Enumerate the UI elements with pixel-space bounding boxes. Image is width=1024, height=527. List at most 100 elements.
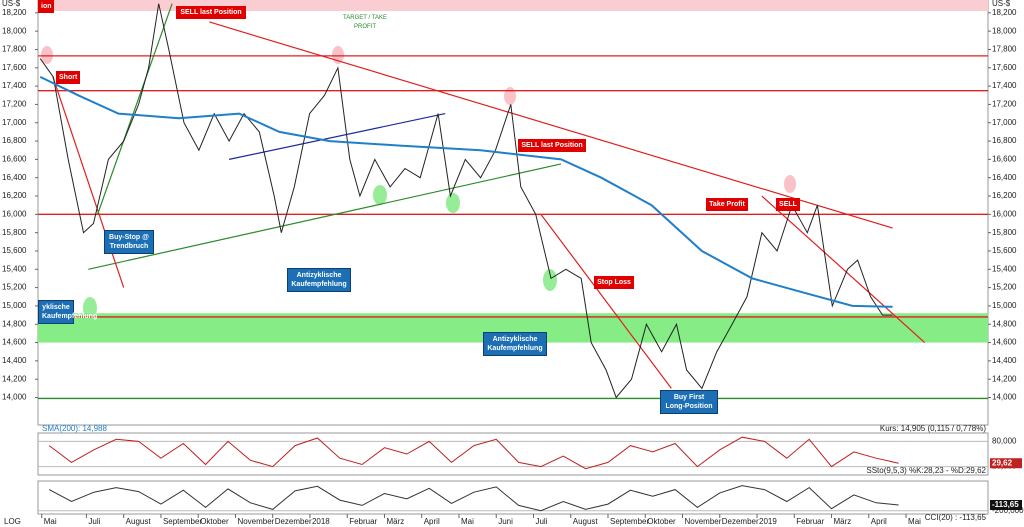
y-tick-label: 14,000 [992,393,1017,402]
y-tick-label: 80,000 [992,437,1017,446]
zone [38,0,988,11]
stoch-frame [37,432,989,476]
annotation: Short [56,71,80,84]
y-tick-label: 16,600 [2,154,27,163]
y-tick-label: 18,000 [2,26,27,35]
x-tick-label: Februar [349,517,377,526]
annotation: Stop Loss [594,276,634,289]
x-tick-label: Dezember [722,517,759,526]
y-tick-label: 14,600 [992,338,1017,347]
y-unit-right: US-$ [992,0,1011,8]
x-tick-label: Mai [44,517,57,526]
annotation: Antizyklische Kaufempfehlung [483,332,547,356]
last-tag [990,500,1022,511]
last-tag [990,458,1022,469]
x-tick-label: Oktober [647,517,676,526]
x-tick-label: Juni [498,517,513,526]
y-tick-label: 14,200 [2,374,27,383]
x-tick-label: Februar [796,517,824,526]
y-tick-label: 17,200 [2,100,27,109]
y-tick-label: 15,000 [2,301,27,310]
trend-line [52,76,125,288]
annotation: TARGET / TAKE PROFIT [343,15,387,30]
sma-legend: SMA(200): 14,988 [42,424,107,433]
y-tick-label: 18,000 [992,26,1017,35]
y-tick-label: 15,600 [992,246,1017,255]
x-tick-label: August [573,517,599,526]
y-tick-label: 15,400 [2,264,27,273]
x-tick-label: 2019 [759,517,777,526]
y-tick-label: -200,000 [992,506,1024,515]
y-tick-label: 17,600 [2,63,27,72]
x-tick-label: März [386,517,404,526]
cci-title: CCI(20) : -113,65 [925,513,987,522]
stoch-title: SSto(9,5,3) %K:28,23 - %D:29,62 [866,466,986,475]
y-unit-left: US-$ [2,0,21,8]
trend-line [540,213,672,389]
trend-line [209,21,893,229]
y-tick-label: 14,400 [992,356,1017,365]
annotation: SELL last Position [176,6,246,19]
annotation: Buy First Long-Position [660,390,718,414]
main-frame [37,0,989,426]
scale-label: LOG [4,517,21,526]
x-tick-label: April [871,517,887,526]
x-tick-label: Juli [88,517,100,526]
trend-line [228,112,446,160]
price-legend: Kurs: 14,905 (0,115 / 0,778%) [880,424,986,433]
y-tick-label: 17,600 [992,63,1017,72]
y-tick-label: 15,800 [2,228,27,237]
y-tick-label: 16,600 [992,154,1017,163]
x-tick-label: Mai [461,517,474,526]
x-tick-label: November [237,517,274,526]
y-tick-label: 15,200 [2,283,27,292]
x-tick-label: August [126,517,152,526]
y-tick-label: 17,400 [992,81,1017,90]
x-tick-label: September [163,517,202,526]
y-tick-label: 17,000 [2,118,27,127]
last-label: -113,65 [992,500,1019,509]
price-line [39,3,893,399]
y-tick-label: 14,200 [992,374,1017,383]
trend-line [88,163,562,270]
annotation: Take Profit [706,198,748,211]
y-tick-label: 15,400 [992,264,1017,273]
annotation: Buy-Stop @ Trendbruch [104,230,154,254]
y-tick-label: 16,200 [992,191,1017,200]
x-tick-label: November [685,517,722,526]
indicator-line [48,485,899,512]
annotation: SELL [776,198,800,211]
x-tick-label: März [834,517,852,526]
y-tick-label: 14,600 [2,338,27,347]
y-tick-label: 16,200 [2,191,27,200]
y-tick-label: 16,800 [2,136,27,145]
last-label: 29,62 [992,458,1013,467]
cci-frame [37,480,989,515]
y-tick-label: 18,200 [992,8,1017,17]
indicator-line [48,436,899,470]
y-tick-label: 17,000 [992,118,1017,127]
trend-line [97,3,173,215]
annotation: Antizyklische Kaufempfehlung [287,268,351,292]
y-tick-label: 18,200 [2,8,27,17]
y-tick-label: 17,400 [2,81,27,90]
y-tick-label: 15,600 [2,246,27,255]
x-tick-label: Juli [535,517,547,526]
annotation: SELL last Position [518,139,586,152]
y-tick-label: 15,800 [992,228,1017,237]
y-tick-label: 17,800 [992,45,1017,54]
y-tick-label: 15,000 [992,301,1017,310]
y-tick-label: 17,800 [2,45,27,54]
x-tick-label: Oktober [200,517,229,526]
trend-line [761,195,926,344]
y-tick-label: 16,000 [2,209,27,218]
x-tick-label: Dezember [275,517,312,526]
x-tick-label: Mai [908,517,921,526]
y-tick-label: 14,800 [2,319,27,328]
x-tick-label: 2018 [312,517,330,526]
x-tick-label: September [610,517,649,526]
y-tick-label: 16,800 [992,136,1017,145]
highlights [41,46,796,319]
